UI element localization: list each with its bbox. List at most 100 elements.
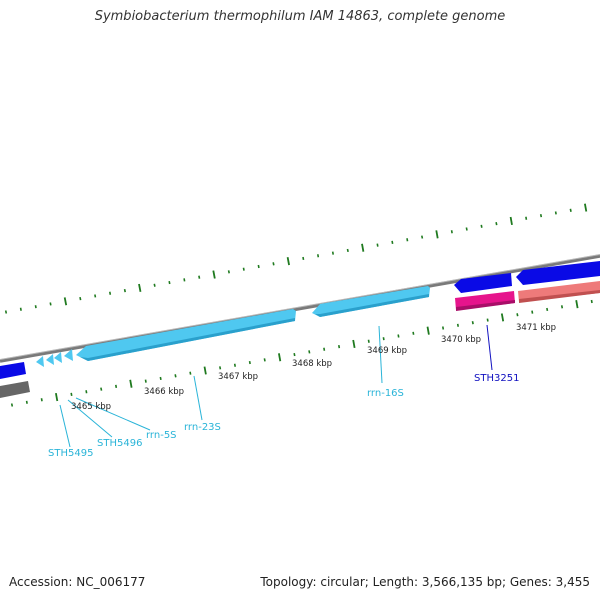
outer-major-tick bbox=[138, 283, 142, 292]
inner-minor-tick bbox=[248, 360, 251, 365]
inner-minor-tick bbox=[308, 350, 311, 354]
inner-tick-track bbox=[10, 299, 593, 407]
inner-minor-tick bbox=[159, 376, 162, 381]
cds-sth5495-arrow bbox=[36, 356, 44, 367]
scale-label-3466: 3466 kbp bbox=[144, 387, 184, 397]
inner-minor-tick bbox=[516, 313, 519, 317]
leader-sth5496 bbox=[67, 399, 113, 438]
inner-minor-tick bbox=[25, 400, 28, 404]
inner-minor-tick bbox=[590, 299, 593, 304]
inner-minor-tick bbox=[531, 310, 534, 314]
inner-minor-tick bbox=[40, 398, 43, 402]
accession-text: Accession: NC_006177 bbox=[9, 575, 146, 589]
inner-minor-tick bbox=[456, 323, 459, 327]
rrna-16s-shade bbox=[315, 294, 429, 317]
outer-minor-tick bbox=[19, 307, 22, 311]
rrna-23s-shade bbox=[80, 318, 295, 361]
outer-minor-tick bbox=[272, 262, 275, 266]
outer-minor-tick bbox=[49, 302, 52, 306]
outer-minor-tick bbox=[525, 216, 528, 220]
inner-major-tick bbox=[129, 379, 133, 388]
outer-minor-tick bbox=[123, 288, 126, 293]
inner-minor-tick bbox=[219, 366, 222, 370]
outer-minor-tick bbox=[346, 248, 349, 253]
inner-minor-tick bbox=[70, 392, 73, 397]
cds-salmon-shade bbox=[519, 290, 600, 303]
cds-dark-blue-1 bbox=[454, 273, 512, 293]
outer-minor-tick bbox=[554, 211, 557, 215]
outer-major-tick bbox=[509, 216, 513, 226]
outer-major-tick bbox=[584, 203, 588, 212]
rrna-16s-arrow bbox=[312, 286, 430, 317]
inner-minor-tick bbox=[323, 347, 326, 351]
cds-magenta-shade bbox=[456, 300, 515, 311]
outer-minor-tick bbox=[79, 296, 82, 301]
inner-minor-tick bbox=[397, 334, 400, 338]
outer-major-tick bbox=[286, 257, 290, 266]
inner-minor-tick bbox=[144, 379, 147, 383]
inner-minor-tick bbox=[471, 321, 474, 325]
inner-minor-tick bbox=[293, 352, 296, 357]
inner-major-tick bbox=[55, 392, 59, 402]
outer-major-tick bbox=[361, 243, 365, 252]
inner-minor-tick bbox=[412, 331, 415, 335]
gene-label-sth5496[interactable]: STH5496 bbox=[97, 438, 142, 449]
outer-tick-track bbox=[4, 203, 588, 314]
outer-minor-tick bbox=[227, 270, 230, 274]
backbone-highlight bbox=[0, 254, 600, 360]
cds-sth5496-arrow bbox=[46, 354, 54, 365]
rrna-23s-arrow bbox=[76, 309, 296, 361]
outer-major-tick bbox=[63, 297, 68, 306]
inner-major-tick bbox=[203, 366, 207, 375]
leader-sth5495 bbox=[59, 404, 71, 448]
gene-label-rrn16s[interactable]: rrn-16S bbox=[367, 388, 404, 399]
outer-minor-tick bbox=[331, 251, 334, 255]
outer-minor-tick bbox=[168, 280, 171, 285]
outer-minor-tick bbox=[480, 224, 483, 228]
scale-label-3470: 3470 kbp bbox=[441, 335, 481, 345]
outer-minor-tick bbox=[257, 264, 260, 269]
inner-minor-tick bbox=[100, 387, 103, 391]
outer-minor-tick bbox=[153, 283, 156, 287]
cds-dark-blue-2 bbox=[516, 261, 600, 285]
outer-minor-tick bbox=[198, 275, 201, 279]
inner-minor-tick bbox=[189, 371, 192, 375]
inner-major-tick bbox=[426, 326, 430, 335]
inner-minor-tick bbox=[560, 305, 564, 309]
gene-label-rrn5s[interactable]: rrn-5S bbox=[146, 430, 177, 441]
cds-left-dark-blue bbox=[0, 362, 26, 379]
scale-label-3469: 3469 kbp bbox=[367, 346, 407, 356]
outer-minor-tick bbox=[34, 305, 37, 309]
outer-minor-tick bbox=[317, 254, 320, 258]
gene-label-rrn23s[interactable]: rrn-23S bbox=[184, 422, 221, 433]
outer-minor-tick bbox=[242, 267, 245, 271]
inner-minor-tick bbox=[10, 403, 14, 407]
outer-minor-tick bbox=[421, 235, 424, 239]
outer-minor-tick bbox=[539, 214, 543, 218]
inner-minor-tick bbox=[486, 318, 489, 322]
cds-magenta bbox=[455, 291, 515, 310]
leader-rrn5s bbox=[75, 397, 151, 431]
genome-summary-text: Topology: circular; Length: 3,566,135 bp… bbox=[260, 575, 590, 589]
inner-minor-tick bbox=[85, 390, 88, 394]
outer-minor-tick bbox=[495, 222, 498, 226]
backbone-line bbox=[0, 254, 600, 363]
scale-label-3467: 3467 kbp bbox=[218, 372, 258, 382]
leader-sth3251 bbox=[486, 324, 493, 371]
gene-label-sth3251[interactable]: STH3251 bbox=[474, 373, 519, 384]
outer-major-tick bbox=[212, 270, 216, 279]
inner-major-tick bbox=[278, 353, 282, 362]
gene-label-sth5495[interactable]: STH5495 bbox=[48, 448, 93, 459]
cds-salmon bbox=[518, 281, 600, 302]
inner-minor-tick bbox=[174, 374, 177, 378]
outer-minor-tick bbox=[406, 238, 409, 242]
map-title: Symbiobacterium thermophilum IAM 14863, … bbox=[94, 9, 506, 24]
inner-major-tick bbox=[352, 339, 356, 349]
inner-minor-tick bbox=[367, 339, 370, 343]
inner-minor-tick bbox=[546, 307, 549, 312]
inner-minor-tick bbox=[442, 326, 445, 330]
outer-minor-tick bbox=[302, 256, 305, 261]
outer-minor-tick bbox=[183, 278, 186, 282]
cds-rrn5s-arrow bbox=[54, 352, 62, 363]
